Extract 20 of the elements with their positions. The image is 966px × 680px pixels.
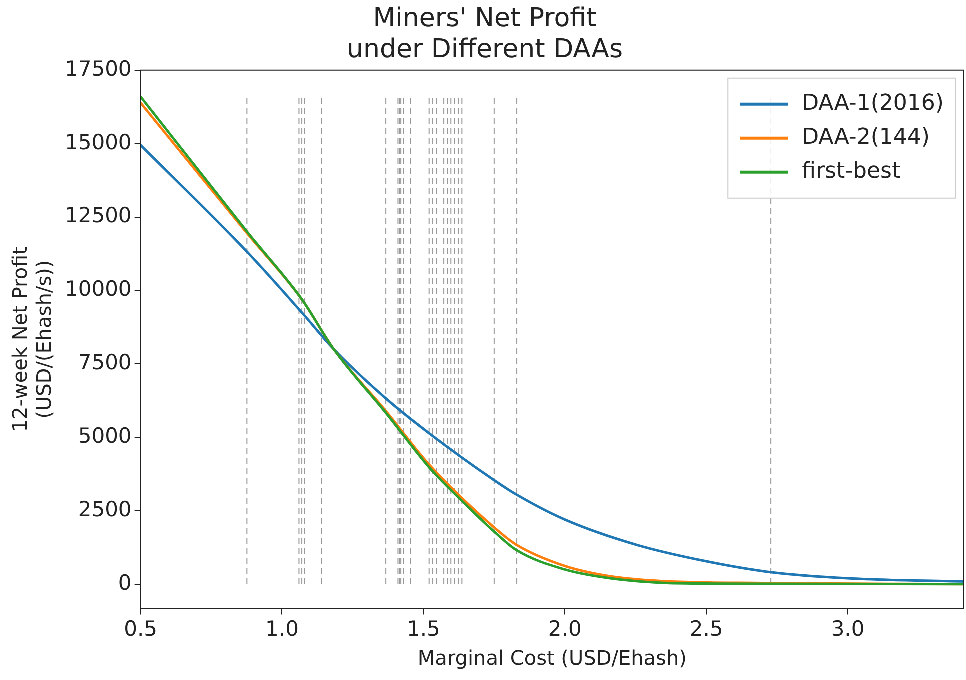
legend-label: DAA-2(144) [802,125,930,150]
y-tick-label: 17500 [64,56,132,81]
y-tick-label: 12500 [64,204,132,228]
chart-title: Miners' Net Profit under Different DAAs [346,3,624,65]
y-tick-label: 7500 [78,350,132,375]
y-axis-title: 12-week Net Profit (USD/(Ehash/s)) [8,246,56,432]
x-tick-label: 2.5 [690,616,724,641]
y-tick-label: 15000 [64,130,132,154]
y-tick-label: 10000 [64,277,132,302]
y-tick-label: 2500 [78,497,132,522]
x-tick-label: 1.0 [266,616,299,641]
y-tick-label: 0 [118,570,132,595]
legend-label: first-best [802,159,902,184]
y-tick-label: 5000 [78,424,132,448]
x-tick-label: 0.5 [124,616,158,641]
x-tick-label: 1.5 [406,616,440,641]
x-axis-title: Marginal Cost (USD/Ehash) [418,646,687,670]
legend-label: DAA-1(2016) [802,91,944,116]
x-tick-label: 3.0 [831,616,865,641]
x-tick-label: 2.0 [548,616,582,641]
